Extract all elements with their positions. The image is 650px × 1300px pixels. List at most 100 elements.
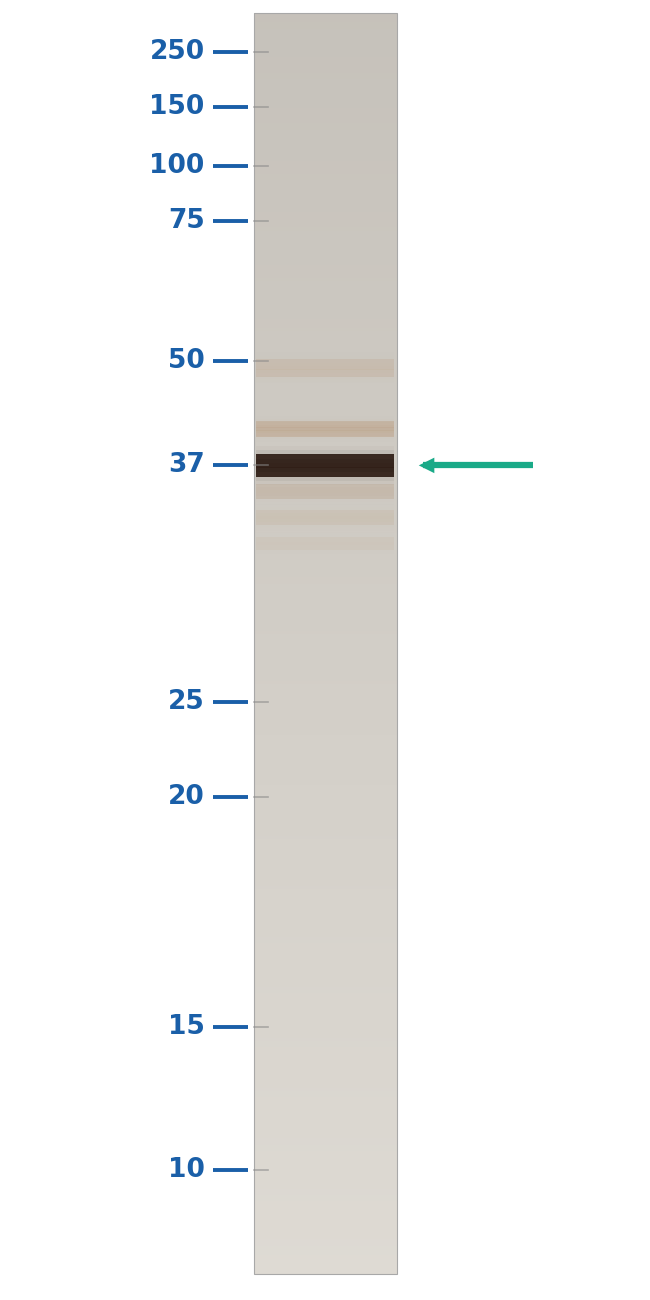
Bar xyxy=(254,332,396,334)
Bar xyxy=(254,322,396,325)
Bar xyxy=(254,760,396,763)
Bar xyxy=(256,425,394,428)
Bar xyxy=(256,551,394,554)
Bar xyxy=(254,1106,396,1110)
Bar xyxy=(254,1243,396,1245)
Bar xyxy=(254,978,396,980)
Bar xyxy=(254,508,396,511)
Bar xyxy=(254,827,396,829)
Bar xyxy=(254,1183,396,1186)
Bar xyxy=(254,650,396,653)
Bar xyxy=(254,1123,396,1126)
Bar xyxy=(254,170,396,174)
Bar xyxy=(254,64,396,66)
Bar xyxy=(254,1046,396,1050)
Bar xyxy=(254,1258,396,1261)
Bar xyxy=(254,22,396,26)
Bar xyxy=(254,422,396,426)
Bar xyxy=(254,801,396,805)
Bar xyxy=(254,398,396,400)
Bar xyxy=(254,688,396,690)
Bar xyxy=(254,203,396,205)
Bar xyxy=(254,794,396,798)
Bar xyxy=(254,218,396,221)
Bar xyxy=(254,789,396,792)
Bar xyxy=(254,634,396,637)
Bar xyxy=(256,516,394,519)
Bar xyxy=(254,1217,396,1221)
Bar xyxy=(254,530,396,533)
Bar xyxy=(254,701,396,703)
Bar xyxy=(254,542,396,546)
Bar xyxy=(256,468,394,472)
Bar xyxy=(256,484,394,488)
Bar xyxy=(254,429,396,433)
Bar xyxy=(254,1249,396,1252)
Bar xyxy=(254,473,396,476)
Bar xyxy=(254,66,396,70)
Bar xyxy=(254,29,396,32)
Bar xyxy=(254,927,396,931)
Bar xyxy=(254,316,396,318)
Bar xyxy=(254,852,396,854)
Bar xyxy=(256,428,394,430)
Bar xyxy=(254,263,396,265)
Bar xyxy=(256,514,394,516)
Bar xyxy=(254,303,396,307)
Bar xyxy=(254,237,396,240)
Bar xyxy=(254,438,396,442)
Bar xyxy=(254,250,396,252)
Bar xyxy=(254,1239,396,1243)
Bar xyxy=(254,1265,396,1267)
Bar xyxy=(254,659,396,663)
Bar xyxy=(254,448,396,451)
Bar xyxy=(256,545,394,547)
Bar xyxy=(254,991,396,993)
Bar xyxy=(254,382,396,385)
Bar xyxy=(254,993,396,997)
Bar xyxy=(254,889,396,893)
Bar xyxy=(254,139,396,142)
Text: 10: 10 xyxy=(168,1157,205,1183)
Bar xyxy=(254,874,396,876)
Bar xyxy=(254,1195,396,1199)
Bar xyxy=(254,1075,396,1079)
Bar xyxy=(254,880,396,883)
Bar xyxy=(254,1022,396,1024)
Bar xyxy=(254,148,396,152)
Bar xyxy=(254,152,396,155)
Bar xyxy=(256,463,394,468)
Bar xyxy=(254,1221,396,1223)
Bar xyxy=(254,174,396,177)
Bar xyxy=(256,439,394,442)
Bar xyxy=(254,798,396,801)
Bar xyxy=(256,533,394,536)
Bar xyxy=(254,1141,396,1145)
Bar xyxy=(254,1167,396,1170)
Bar xyxy=(254,389,396,391)
Bar xyxy=(254,524,396,526)
Bar xyxy=(254,13,396,1274)
Bar xyxy=(254,987,396,991)
Bar xyxy=(254,1227,396,1230)
Bar xyxy=(254,924,396,927)
Bar xyxy=(254,464,396,467)
Bar xyxy=(254,867,396,871)
Bar xyxy=(254,580,396,584)
Bar xyxy=(254,571,396,575)
Bar xyxy=(254,754,396,757)
Bar xyxy=(254,183,396,186)
Bar xyxy=(254,133,396,136)
Bar xyxy=(254,575,396,577)
Bar xyxy=(254,829,396,833)
Bar xyxy=(254,940,396,942)
Bar xyxy=(254,227,396,230)
Bar xyxy=(254,849,396,852)
Bar xyxy=(254,278,396,281)
Bar xyxy=(254,378,396,382)
Bar xyxy=(254,224,396,228)
Bar xyxy=(254,159,396,161)
Bar xyxy=(254,504,396,508)
Bar xyxy=(254,281,396,285)
Bar xyxy=(254,586,396,590)
